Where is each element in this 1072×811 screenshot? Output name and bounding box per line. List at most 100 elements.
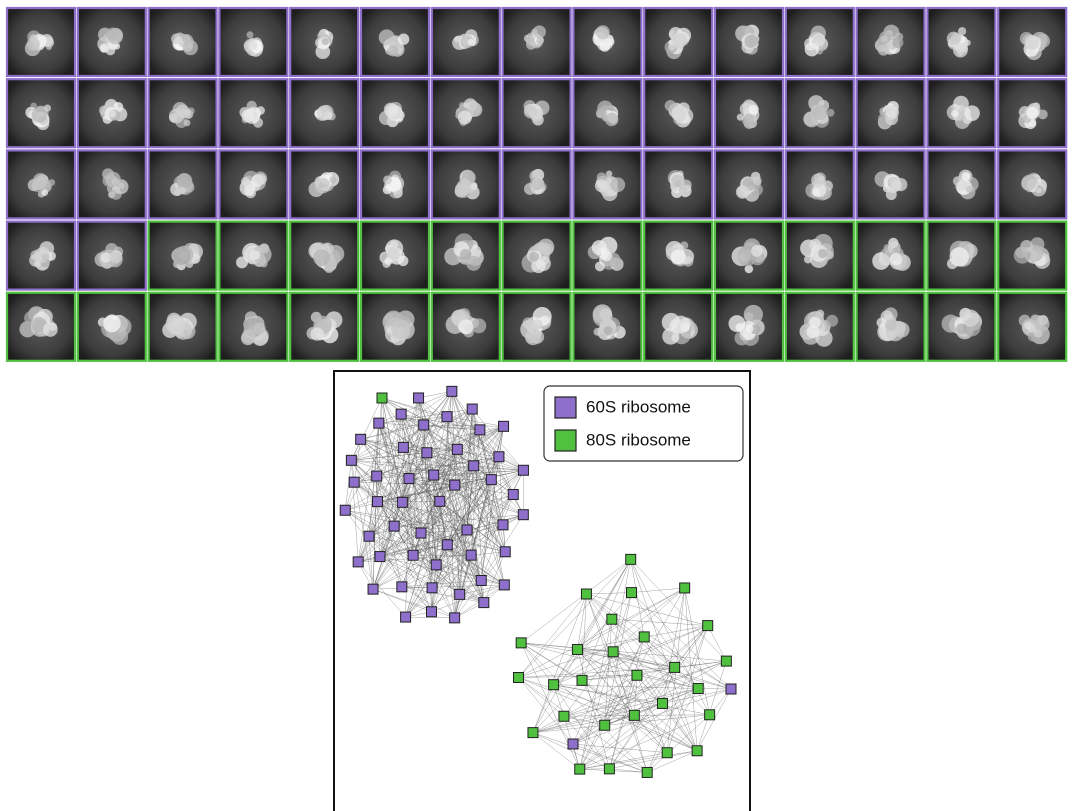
density-blob [610,177,625,192]
density-blob [957,180,968,191]
density-blob [108,191,115,198]
density-blob [166,314,186,334]
edge [521,643,726,661]
node [627,588,637,598]
class-tile [432,293,500,361]
density-blob [737,114,744,121]
density-blob [43,322,58,337]
density-blob [30,34,38,42]
density-blob [1015,247,1026,258]
node [476,575,486,585]
node [642,767,652,777]
density-blob [744,114,755,125]
density-blob [881,35,888,42]
class-tile [432,79,500,147]
density-blob [537,239,554,256]
density-blob [601,38,613,50]
node [662,748,672,758]
class-tile [857,79,925,147]
density-blob [827,109,835,117]
density-blob [892,37,903,48]
node [703,621,713,631]
edge [351,460,358,562]
density-blob [470,183,477,190]
node [657,698,667,708]
class-tile [78,79,146,147]
class-tile [857,150,925,218]
density-blob [255,173,267,185]
node [581,589,591,599]
density-blob [753,176,762,185]
class-tile [715,8,783,76]
node [426,607,436,617]
node [450,613,460,623]
density-blob [729,315,746,332]
density-blob [178,187,185,194]
density-blob [885,319,896,330]
density-blob [818,249,827,258]
node [414,393,424,403]
density-blob [254,323,266,335]
density-blob [1035,317,1050,332]
density-blob [595,261,605,271]
node [670,662,680,672]
class-tile [7,8,75,76]
node [600,720,610,730]
edge [554,559,631,684]
class-tile [927,79,995,147]
density-blob [962,172,971,181]
node [447,386,457,396]
node [372,497,382,507]
density-blob [748,105,758,115]
class-tile [857,8,925,76]
class-tile [290,222,358,290]
class-tile [432,8,500,76]
class-tile [78,293,146,361]
edge [631,559,644,637]
edge [377,398,382,502]
density-blob [458,111,472,125]
edge [586,593,631,594]
node [349,477,359,487]
node [629,710,639,720]
density-blob [680,322,690,332]
legend-marker [555,397,576,418]
node [397,582,407,592]
class-tile [361,222,429,290]
density-blob [878,44,889,55]
density-blob [471,318,486,333]
class-tile [573,150,641,218]
node [518,465,528,475]
node [353,557,363,567]
edge [351,398,382,460]
node [429,470,439,480]
class-tile [644,293,712,361]
density-blob [177,173,193,189]
node [680,583,690,593]
density-blob [103,315,121,333]
density-blob [886,106,898,118]
node [572,645,582,655]
class-tile [78,150,146,218]
edge [521,643,553,685]
node [577,675,587,685]
node [364,531,374,541]
density-blob [236,257,248,269]
page: html, body { margin: 0; padding: 0; back… [0,0,1072,811]
class-tile [715,150,783,218]
node [397,497,407,507]
class-average-grid [7,8,1066,361]
class-tile [715,293,783,361]
node [486,475,496,485]
class-tile [573,222,641,290]
class-tile [290,150,358,218]
node [499,421,509,431]
class-tile [715,222,783,290]
density-blob [169,109,184,124]
class-tile [786,150,854,218]
density-blob [812,105,827,120]
node [498,520,508,530]
density-blob [108,29,123,44]
density-blob [391,320,410,339]
density-blob [532,178,544,190]
